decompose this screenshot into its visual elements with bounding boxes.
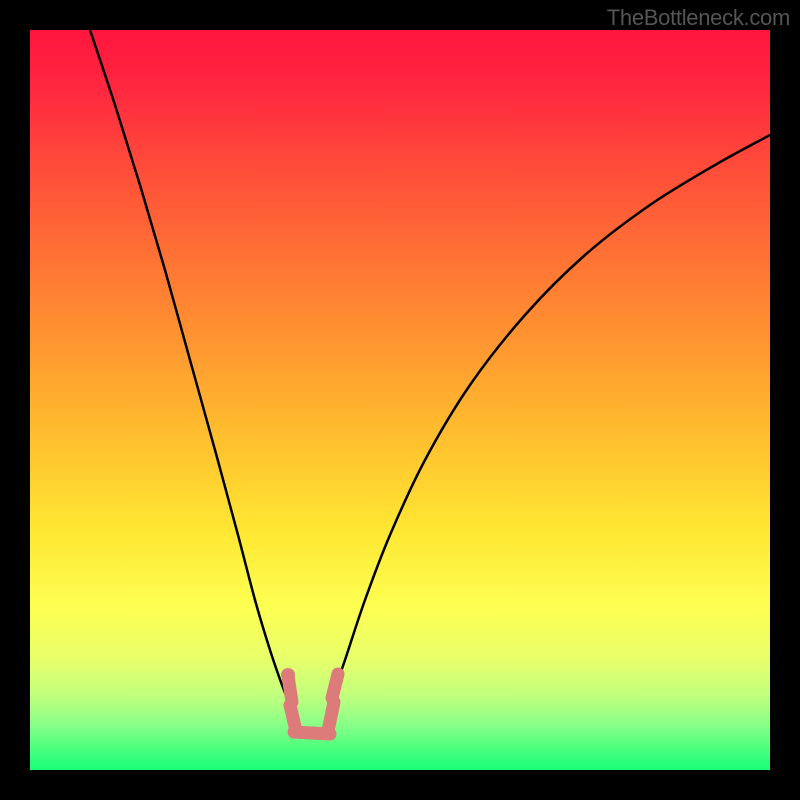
- marker-segment: [328, 702, 334, 731]
- watermark-text: TheBottleneck.com: [607, 5, 790, 31]
- marker-dot: [281, 668, 295, 682]
- marker-segment: [332, 674, 338, 698]
- chart-container: TheBottleneck.com: [0, 0, 800, 800]
- plot-area: [30, 30, 770, 770]
- chart-svg: [30, 30, 770, 770]
- chart-background: [30, 30, 770, 770]
